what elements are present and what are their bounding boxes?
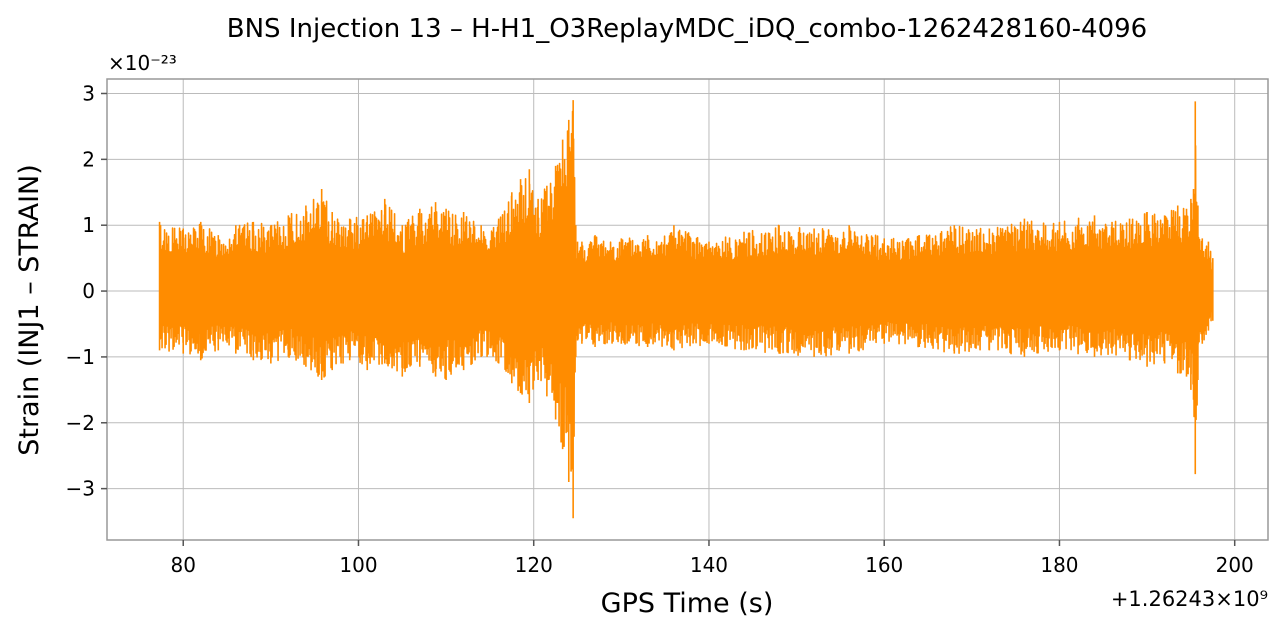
- x-tick-label: 100: [339, 553, 377, 577]
- y-tick-label: −1: [66, 345, 95, 369]
- y-tick-label: −3: [66, 477, 95, 501]
- x-tick-label: 200: [1216, 553, 1254, 577]
- y-axis-label: Strain (INJ1 – STRAIN): [14, 164, 45, 456]
- x-offset-label: +1.26243×10⁹: [1111, 587, 1268, 611]
- x-axis-ticks: 80 100 120 140 160 180 200: [171, 540, 1254, 577]
- y-tick-label: 2: [82, 147, 95, 171]
- x-tick-label: 120: [515, 553, 553, 577]
- y-tick-label: 0: [82, 279, 95, 303]
- y-tick-label: 3: [82, 81, 95, 105]
- y-scale-label: ×10⁻²³: [108, 51, 177, 75]
- y-tick-label: 1: [82, 213, 95, 237]
- x-axis-label: GPS Time (s): [601, 588, 774, 619]
- strain-series-line: [158, 100, 1214, 519]
- x-tick-label: 160: [865, 553, 903, 577]
- y-tick-label: −2: [66, 411, 95, 435]
- y-axis-ticks: −3 −2 −1 0 1 2 3: [66, 81, 107, 501]
- plot-frame: [106, 78, 1269, 541]
- x-tick-label: 140: [690, 553, 728, 577]
- chart-title: BNS Injection 13 – H-H1_O3ReplayMDC_iDQ_…: [227, 14, 1147, 44]
- x-tick-label: 80: [171, 553, 196, 577]
- y-scale-label-text: ×10⁻²³: [108, 51, 177, 75]
- series-group: [158, 100, 1214, 519]
- x-tick-label: 180: [1040, 553, 1078, 577]
